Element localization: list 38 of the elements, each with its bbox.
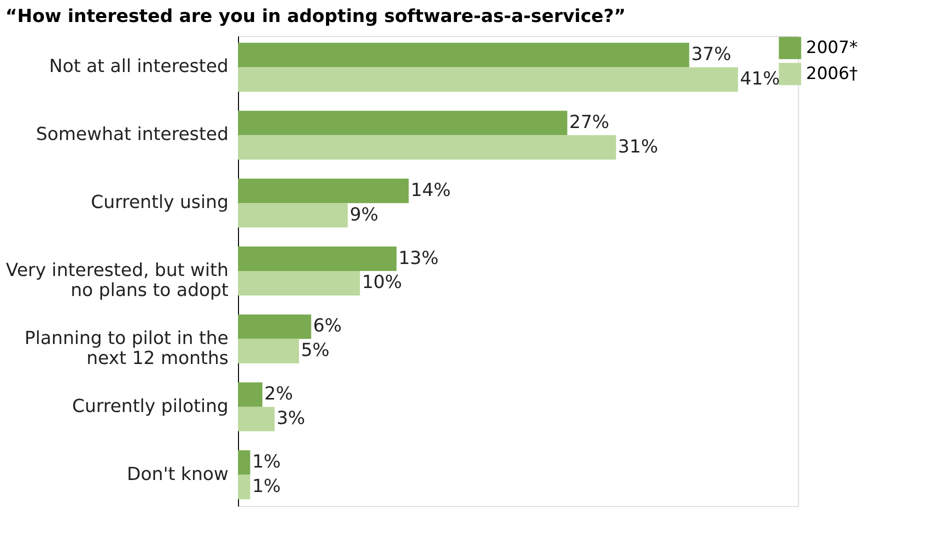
bar [238,42,690,68]
y-tick-label: Currently piloting [72,396,228,417]
y-tick-label: Not at all interested [49,56,228,78]
data-label: 2% [264,384,293,405]
bar [238,110,568,136]
bar [238,135,616,160]
y-tick-label: Somewhat interested [36,124,228,146]
bar [238,474,250,500]
data-label: 3% [276,408,306,430]
data-label: 9% [350,204,378,226]
bar [238,338,299,364]
bar [238,314,312,339]
bar [238,271,360,296]
bar [238,67,738,92]
data-label: 41% [740,68,780,90]
data-label: 31% [618,136,658,158]
data-label: 1% [252,452,281,473]
legend-label: 2006† [806,64,858,84]
bar [238,406,275,432]
data-label: 27% [569,112,610,133]
y-tick-label: Don't know [126,464,228,485]
legend-label: 2007* [806,38,858,58]
bar [238,203,348,228]
y-tick-label: Planning to pilot in the next 12 months [24,328,228,369]
y-tick-label: Currently using [90,192,228,214]
bar [238,382,262,407]
data-label: 10% [362,272,402,294]
data-label: 1% [252,476,281,497]
data-label: 13% [398,248,439,269]
data-label: 37% [691,44,732,66]
bar [238,246,397,271]
data-label: 14% [410,180,451,201]
chart-title: “How interested are you in adopting software-as-a-service?” [5,6,626,27]
y-tick-label: Very interested, but with no plans to adopt [6,260,228,301]
bar [238,450,250,475]
data-label: 6% [313,316,342,337]
data-label: 5% [300,340,330,362]
bar [238,178,409,204]
